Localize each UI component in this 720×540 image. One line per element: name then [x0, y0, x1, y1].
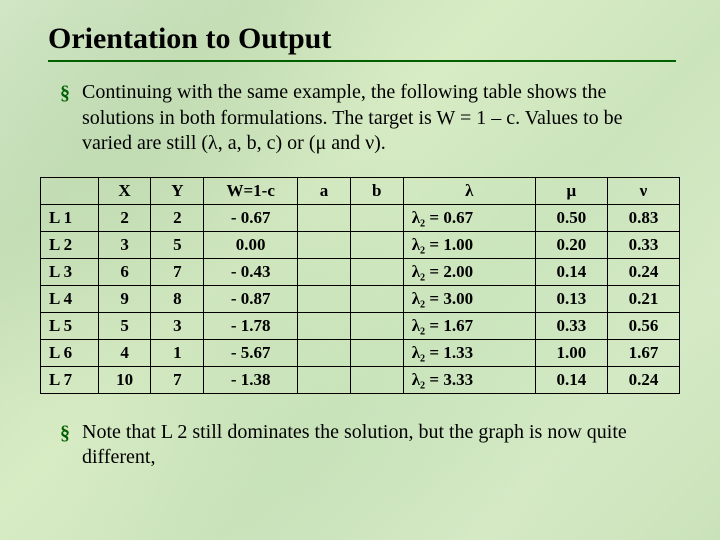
cell-w: - 1.38	[204, 366, 298, 393]
cell-w: 0.00	[204, 231, 298, 258]
cell-a	[298, 339, 351, 366]
cell-a	[298, 258, 351, 285]
cell-b	[350, 339, 403, 366]
cell-mu: 0.13	[535, 285, 607, 312]
cell-mu: 0.20	[535, 231, 607, 258]
cell-lambda: λ₂ = 3.33	[403, 366, 535, 393]
th-blank	[41, 177, 99, 204]
cell-a	[298, 312, 351, 339]
cell-w: - 0.43	[204, 258, 298, 285]
solutions-table: X Y W=1-c a b λ μ ν L 122- 0.67λ₂ = 0.67…	[40, 177, 680, 394]
th-b: b	[350, 177, 403, 204]
th-x: X	[98, 177, 151, 204]
cell-nu: 0.21	[607, 285, 679, 312]
row-label: L 1	[41, 204, 99, 231]
cell-nu: 0.24	[607, 366, 679, 393]
cell-nu: 0.56	[607, 312, 679, 339]
table-row: L 2350.00 λ₂ = 1.000.200.33	[41, 231, 680, 258]
table-row: L 553- 1.78 λ₂ = 1.670.330.56	[41, 312, 680, 339]
bullet-mark-icon: §	[60, 420, 70, 446]
th-mu: μ	[535, 177, 607, 204]
row-label: L 6	[41, 339, 99, 366]
cell-y: 7	[151, 366, 204, 393]
cell-w: - 0.67	[204, 204, 298, 231]
row-label: L 5	[41, 312, 99, 339]
cell-b	[350, 231, 403, 258]
cell-lambda: λ₂ = 1.67	[403, 312, 535, 339]
table-row: L 641- 5.67 λ₂ = 1.331.001.67	[41, 339, 680, 366]
table-row: L 7107- 1.38 λ₂ = 3.330.140.24	[41, 366, 680, 393]
cell-x: 5	[98, 312, 151, 339]
th-a: a	[298, 177, 351, 204]
cell-nu: 0.24	[607, 258, 679, 285]
cell-y: 8	[151, 285, 204, 312]
cell-mu: 0.50	[535, 204, 607, 231]
cell-w: - 0.87	[204, 285, 298, 312]
row-label: L 4	[41, 285, 99, 312]
cell-mu: 0.14	[535, 258, 607, 285]
cell-b	[350, 258, 403, 285]
page-title: Orientation to Output	[48, 22, 676, 62]
cell-lambda: λ₂ = 1.00	[403, 231, 535, 258]
cell-a	[298, 231, 351, 258]
cell-x: 4	[98, 339, 151, 366]
cell-lambda: λ₂ = 1.33	[403, 339, 535, 366]
th-lambda: λ	[403, 177, 535, 204]
cell-a	[298, 285, 351, 312]
cell-x: 9	[98, 285, 151, 312]
cell-nu: 0.33	[607, 231, 679, 258]
bullet-1: § Continuing with the same example, the …	[60, 80, 666, 157]
slide: Orientation to Output § Continuing with …	[0, 0, 720, 540]
bullet-2-text: Note that L 2 still dominates the soluti…	[82, 420, 666, 471]
row-label: L 3	[41, 258, 99, 285]
cell-mu: 1.00	[535, 339, 607, 366]
row-label: L 7	[41, 366, 99, 393]
bullet-mark-icon: §	[60, 80, 70, 106]
cell-a	[298, 204, 351, 231]
cell-y: 5	[151, 231, 204, 258]
cell-a	[298, 366, 351, 393]
cell-x: 2	[98, 204, 151, 231]
cell-b	[350, 285, 403, 312]
cell-y: 7	[151, 258, 204, 285]
th-nu: ν	[607, 177, 679, 204]
cell-y: 2	[151, 204, 204, 231]
table-header-row: X Y W=1-c a b λ μ ν	[41, 177, 680, 204]
bullet-1-text: Continuing with the same example, the fo…	[82, 80, 666, 157]
th-w: W=1-c	[204, 177, 298, 204]
th-y: Y	[151, 177, 204, 204]
table-row: L 367- 0.43 λ₂ = 2.000.140.24	[41, 258, 680, 285]
cell-x: 3	[98, 231, 151, 258]
cell-w: - 5.67	[204, 339, 298, 366]
bullet-2: § Note that L 2 still dominates the solu…	[60, 420, 666, 471]
table-row: L 122- 0.67λ₂ = 0.670.500.83	[41, 204, 680, 231]
cell-x: 10	[98, 366, 151, 393]
cell-lambda: λ₂ = 2.00	[403, 258, 535, 285]
cell-nu: 1.67	[607, 339, 679, 366]
cell-y: 1	[151, 339, 204, 366]
cell-x: 6	[98, 258, 151, 285]
table-row: L 498- 0.87 λ₂ = 3.000.130.21	[41, 285, 680, 312]
cell-lambda: λ₂ = 0.67	[403, 204, 535, 231]
row-label: L 2	[41, 231, 99, 258]
table-body: L 122- 0.67λ₂ = 0.670.500.83L 2350.00λ₂ …	[41, 204, 680, 393]
cell-b	[350, 204, 403, 231]
cell-w: - 1.78	[204, 312, 298, 339]
cell-mu: 0.14	[535, 366, 607, 393]
cell-lambda: λ₂ = 3.00	[403, 285, 535, 312]
cell-mu: 0.33	[535, 312, 607, 339]
cell-b	[350, 366, 403, 393]
cell-b	[350, 312, 403, 339]
cell-y: 3	[151, 312, 204, 339]
cell-nu: 0.83	[607, 204, 679, 231]
